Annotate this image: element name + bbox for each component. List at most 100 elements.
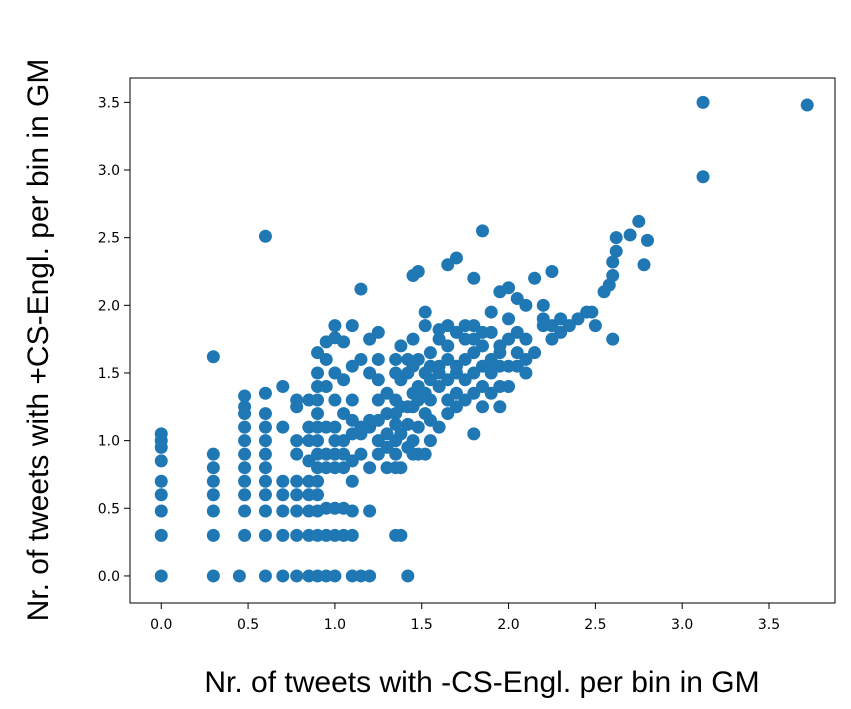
data-point <box>154 504 168 518</box>
data-point <box>276 504 290 518</box>
data-point <box>502 312 516 326</box>
data-point <box>371 325 385 339</box>
data-point <box>345 474 359 488</box>
data-point <box>276 380 290 394</box>
data-point <box>423 393 437 407</box>
data-point <box>154 569 168 583</box>
data-point <box>311 407 325 421</box>
data-point <box>258 434 272 448</box>
data-point <box>528 346 542 360</box>
data-point <box>258 229 272 243</box>
data-point <box>258 569 272 583</box>
data-point <box>206 504 220 518</box>
data-point <box>632 214 646 228</box>
data-point <box>258 386 272 400</box>
data-point <box>206 528 220 542</box>
data-point <box>637 258 651 272</box>
y-tick-label: 3.0 <box>98 163 120 179</box>
data-point <box>363 569 377 583</box>
data-point <box>418 319 432 333</box>
data-point <box>154 528 168 542</box>
data-point <box>276 569 290 583</box>
y-axis-ticks: 0.0 0.5 1.0 1.5 2.0 2.5 3.0 3.5 <box>98 95 130 585</box>
data-point <box>476 400 489 414</box>
data-point <box>536 298 550 312</box>
data-point <box>476 339 489 353</box>
data-point <box>411 420 425 434</box>
data-point <box>276 474 290 488</box>
data-point <box>449 251 463 265</box>
data-point <box>696 170 710 184</box>
data-point <box>276 528 290 542</box>
data-point <box>154 488 168 502</box>
data-point <box>394 427 408 441</box>
data-point <box>423 346 437 360</box>
y-tick-label: 2.5 <box>98 231 120 247</box>
y-tick-label: 1.0 <box>98 434 120 450</box>
data-point <box>206 350 220 364</box>
data-point <box>238 474 252 488</box>
x-tick-label: 2.5 <box>584 617 606 633</box>
data-point <box>432 420 446 434</box>
data-point <box>319 380 333 394</box>
data-point <box>206 447 220 461</box>
data-point <box>337 373 351 387</box>
data-point <box>371 352 385 366</box>
data-point <box>394 461 408 475</box>
data-point <box>328 420 342 434</box>
data-point <box>238 461 252 475</box>
data-point <box>276 420 290 434</box>
data-point <box>363 504 377 518</box>
data-point <box>502 281 516 295</box>
data-point <box>502 380 516 394</box>
data-point <box>363 461 377 475</box>
data-point <box>606 269 620 283</box>
data-point <box>406 332 420 346</box>
data-point <box>290 393 304 407</box>
data-point <box>345 504 359 518</box>
data-point <box>389 352 403 366</box>
data-point <box>484 305 498 319</box>
data-point <box>401 417 415 431</box>
data-point <box>276 488 290 502</box>
data-point <box>238 528 252 542</box>
data-point <box>345 528 359 542</box>
data-point <box>311 393 325 407</box>
data-point <box>800 98 814 112</box>
y-tick-label: 3.5 <box>98 95 120 111</box>
x-tick-label: 1.0 <box>324 617 346 633</box>
data-point <box>411 352 425 366</box>
data-point <box>206 461 220 475</box>
data-point <box>609 231 623 245</box>
data-point <box>545 264 559 278</box>
scatter-points <box>154 95 814 583</box>
x-axis-ticks: 0.0 0.5 1.0 1.5 2.0 2.5 3.0 3.5 <box>150 603 780 633</box>
y-tick-label: 1.5 <box>98 366 120 382</box>
data-point <box>328 393 342 407</box>
data-point <box>290 569 304 583</box>
data-point <box>345 319 359 333</box>
data-point <box>354 282 368 296</box>
data-point <box>290 528 304 542</box>
data-point <box>345 393 359 407</box>
data-point <box>258 447 272 461</box>
data-point <box>311 434 325 448</box>
data-point <box>311 488 325 502</box>
data-point <box>311 474 325 488</box>
x-tick-label: 1.5 <box>411 617 433 633</box>
data-point <box>238 504 252 518</box>
data-point <box>389 417 403 431</box>
data-point <box>389 447 403 461</box>
data-point <box>258 488 272 502</box>
data-point <box>467 271 481 285</box>
data-point <box>406 434 420 448</box>
data-point <box>609 244 623 258</box>
data-point <box>418 447 432 461</box>
data-point <box>394 339 408 353</box>
x-tick-label: 3.5 <box>758 617 780 633</box>
data-point <box>354 352 368 366</box>
data-point <box>238 420 252 434</box>
data-point <box>418 305 432 319</box>
data-point <box>154 474 168 488</box>
data-point <box>258 528 272 542</box>
